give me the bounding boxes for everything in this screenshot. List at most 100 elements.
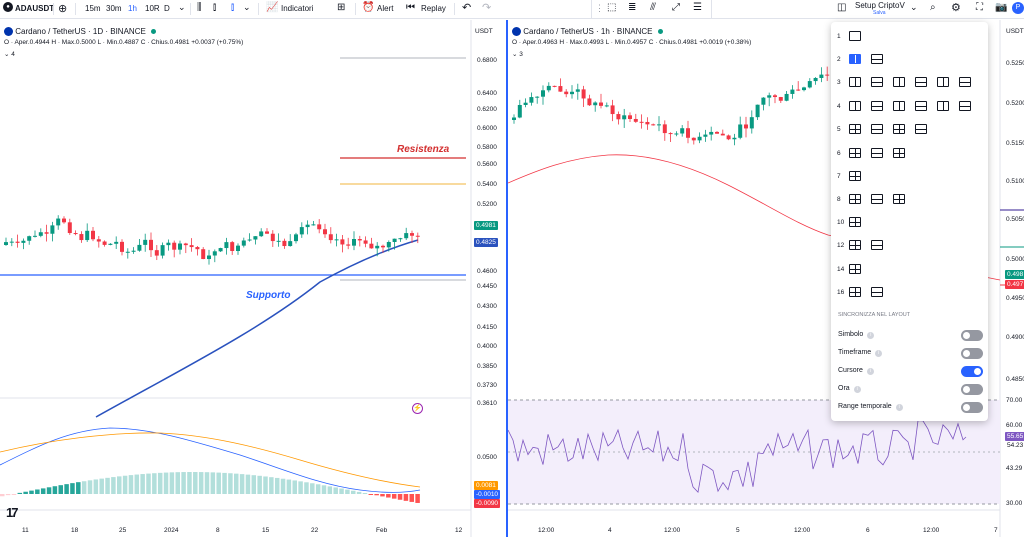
layout-option-icon[interactable]	[893, 148, 905, 158]
candle-body	[253, 236, 258, 240]
support-label[interactable]: Supporto	[246, 290, 291, 301]
snapshot-icon[interactable]: 📷	[995, 2, 1008, 13]
interval-30m[interactable]: 30m	[106, 4, 122, 13]
candle-body	[73, 233, 78, 235]
layout-option-icon[interactable]	[871, 77, 883, 87]
layout-option-icon[interactable]	[915, 77, 927, 87]
info-icon[interactable]: i	[875, 350, 883, 357]
layout-option-icon[interactable]	[849, 287, 861, 297]
layout-option-icon[interactable]	[893, 77, 905, 87]
replay-button[interactable]: Replay	[421, 4, 446, 13]
symbol-search-icon[interactable]: ●	[3, 2, 13, 12]
layout-option-icon[interactable]	[871, 124, 883, 134]
sync-toggle[interactable]	[961, 383, 983, 395]
drag-handle-icon[interactable]: ⋮	[595, 3, 604, 13]
settings-icon[interactable]: ⚙	[951, 2, 961, 14]
candle-body	[404, 233, 409, 239]
info-icon[interactable]: i	[895, 404, 903, 411]
layout-option-icon[interactable]	[893, 101, 905, 111]
candle-body	[732, 137, 737, 140]
layout-option-icon[interactable]	[893, 124, 905, 134]
flash-event-icon[interactable]: ⚡	[412, 403, 423, 414]
info-icon[interactable]: i	[866, 368, 874, 375]
sync-toggle[interactable]	[961, 347, 983, 359]
layout-option-icon[interactable]	[871, 101, 883, 111]
layout-option-icon[interactable]	[915, 124, 927, 134]
indicators-icon[interactable]: 📈	[266, 2, 279, 13]
candle-style-icon[interactable]: ⫾	[213, 2, 217, 13]
layout-option-icon[interactable]	[871, 148, 883, 158]
layout-option-icon[interactable]	[915, 101, 927, 111]
info-icon[interactable]: i	[853, 386, 861, 393]
alert-icon[interactable]: ⏰	[362, 2, 375, 13]
pitchfork-tool-icon[interactable]: ⫻	[650, 2, 656, 13]
layout-option-icon[interactable]	[849, 31, 861, 41]
fib-tool-icon[interactable]: ≣	[628, 2, 637, 13]
layout-option-icon[interactable]	[871, 194, 883, 204]
layout-option-icon[interactable]	[849, 264, 861, 274]
layout-option-icon[interactable]	[849, 124, 861, 134]
alert-button[interactable]: Alert	[377, 4, 394, 13]
trend-tool-icon[interactable]: ⤢	[672, 2, 680, 13]
interval-15m[interactable]: 15m	[85, 4, 101, 13]
layout-option-icon[interactable]	[871, 240, 883, 250]
layout-option-icon[interactable]	[849, 148, 861, 158]
bar-style-icon[interactable]: ⫼	[197, 2, 202, 13]
candle-style-alt-icon[interactable]: ⫾	[231, 2, 235, 13]
candle-body	[102, 241, 107, 245]
macd-histogram-bar	[292, 480, 297, 494]
indicators-button[interactable]: Indicatori	[281, 4, 314, 13]
layout-option-icon[interactable]	[849, 240, 861, 250]
templates-icon[interactable]: ⊞	[337, 2, 346, 13]
interval-10r[interactable]: 10R	[145, 4, 160, 13]
right-chart-title[interactable]: Cardano / TetherUS · 1h · BINANCE	[523, 27, 653, 36]
candle-body	[622, 115, 627, 120]
sync-toggle[interactable]	[961, 329, 983, 341]
layout-option-icon[interactable]	[849, 194, 861, 204]
layout-option-icon[interactable]	[849, 77, 861, 87]
layout-option-icon[interactable]	[871, 54, 883, 64]
right-indicator-toggle[interactable]: ⌄ 3	[512, 51, 523, 58]
info-icon[interactable]: i	[867, 332, 875, 339]
fullscreen-icon[interactable]: ⛶	[976, 2, 983, 13]
left-indicator-toggle[interactable]: ⌄ 4	[4, 51, 15, 58]
more-intervals-icon[interactable]: ⌄	[178, 2, 186, 12]
right-price-tick: 43.29	[1006, 465, 1023, 472]
layout-option-icon[interactable]	[893, 194, 905, 204]
sync-toggle[interactable]	[961, 401, 983, 413]
candle-body	[697, 136, 702, 141]
left-chart-canvas[interactable]	[0, 20, 504, 537]
left-chart-title[interactable]: Cardano / TetherUS · 1D · BINANCE	[15, 27, 146, 36]
layout-dropdown-icon[interactable]: ⌄	[910, 2, 918, 12]
tradingview-logo-icon[interactable]: 17	[6, 505, 19, 520]
chart-type-dropdown-icon[interactable]: ⌄	[243, 2, 251, 12]
compare-add-icon[interactable]: ⊕	[58, 3, 68, 15]
undo-icon[interactable]: ↶	[462, 2, 472, 14]
layout-option-icon[interactable]	[937, 101, 949, 111]
rectangle-tool-icon[interactable]: ⬚	[607, 2, 617, 13]
layout-option-icon[interactable]	[871, 287, 883, 297]
publish-icon[interactable]: P	[1012, 2, 1024, 14]
layout-option-icon[interactable]	[937, 77, 949, 87]
resistance-label[interactable]: Resistenza	[397, 144, 450, 155]
quick-search-icon[interactable]: ⌕	[930, 2, 936, 13]
candle-body	[15, 241, 20, 243]
candle-body	[709, 131, 714, 135]
layout-option-icon[interactable]	[849, 101, 861, 111]
layout-option-icon[interactable]	[959, 77, 971, 87]
layout-option-icon[interactable]	[849, 54, 861, 64]
candle-body	[189, 245, 194, 248]
layout-option-icon[interactable]	[959, 101, 971, 111]
interval-d[interactable]: D	[164, 4, 170, 13]
left-chart-pane[interactable]: Cardano / TetherUS · 1D · BINANCE O · Ap…	[0, 20, 504, 537]
text-tool-icon[interactable]: ☰	[693, 2, 702, 13]
sync-toggle[interactable]	[961, 365, 983, 377]
layout-select-icon[interactable]: ◫	[837, 2, 847, 13]
replay-icon[interactable]: ⏮	[406, 2, 415, 13]
layout-name[interactable]: Setup CriptoV	[855, 1, 905, 10]
symbol-name[interactable]: ADAUSDT	[15, 4, 55, 13]
redo-icon[interactable]: ↷	[482, 2, 492, 14]
layout-option-icon[interactable]	[849, 217, 861, 227]
layout-option-icon[interactable]	[849, 171, 861, 181]
interval-1h[interactable]: 1h	[128, 4, 137, 13]
